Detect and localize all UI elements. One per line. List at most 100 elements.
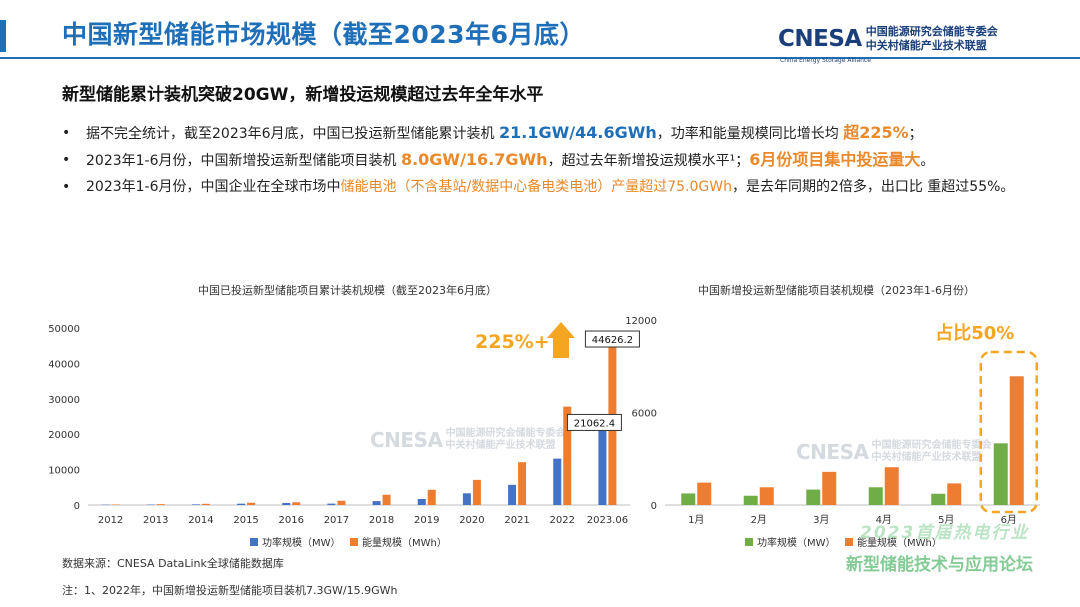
bar-energy [1009,376,1024,505]
bar-energy [822,471,837,505]
bar-energy [518,462,527,505]
x-tick-label: 2021 [504,515,529,526]
bullet-item: • 2023年1-6月份，中国企业在全球市场中储能电池（不含基站/数据中心备电类… [62,174,1052,200]
x-tick-label: 2020 [459,515,484,526]
bar-power [931,493,946,505]
bar-energy [427,489,436,505]
bar-power [237,503,246,505]
bar-power [327,503,336,505]
x-tick-label: 5月 [938,514,954,526]
bullet-text: ，超过去年新增投运规模水平¹； [547,153,750,169]
forum-watermark: 新型储能技术与应用论坛 [846,555,1033,575]
right-chart-title: 中国新增投运新型储能项目装机规模（2023年1-6月份） [698,284,975,297]
forum-watermark-top: 2023首届热电行业 [860,523,1030,543]
y-tick-label: 0 [74,501,80,512]
june-highlight-box [979,350,1038,514]
bullet-text: ，是去年同期的2倍多，出口比 重超过55%。 [731,179,1015,195]
bar-energy [563,406,572,505]
title-accent-bar [0,20,6,52]
legend-swatch [250,538,258,546]
bullet-text: 2023年1-6月份，中国企业在全球市场中 [86,179,341,195]
bar-energy [111,504,120,505]
bar-energy [201,503,210,505]
watermark-cn1: 中国能源研究会储能专委会 [445,428,566,439]
up-arrow-icon [547,322,575,358]
legend-label: 能量规模（MWh） [362,536,447,549]
bar-energy [156,504,165,505]
bar-energy [337,500,346,505]
x-tick-label: 2014 [188,515,213,526]
legend-label: 功率规模（MW） [757,536,836,549]
watermark-cn: 中国能源研究会储能专委会 中关村储能产业技术联盟 [871,440,991,464]
watermark-cn1: 中国能源研究会储能专委会 [871,440,992,451]
bar-energy [759,487,774,505]
x-tick-label: 2015 [233,515,258,526]
bullet-highlight: 储能电池（不含基站/数据中心备电类电池）产量超过75.0GWh [340,179,732,195]
watermark-cn: 中国能源研究会储能专委会 中关村储能产业技术联盟 [445,428,565,452]
y-tick-label: 0 [651,501,657,512]
logo-cn-line2: 中关村储能产业技术联盟 [865,39,987,52]
y-tick-label: 10000 [48,466,80,477]
bar-power [372,501,381,505]
x-tick-label: 2017 [324,515,349,526]
x-tick-label: 2018 [369,515,394,526]
bar-energy [472,479,481,505]
bar-energy [697,482,712,505]
bullet-highlight: 8.0GW/16.7GWh [400,150,548,169]
growth-annotation: 225%+ [475,331,550,353]
bullet-text: 。 [920,153,935,169]
x-tick-label: 2013 [143,515,168,526]
x-tick-label: 2019 [414,515,439,526]
logo-cn-line1: 中国能源研究会储能专委会 [865,25,998,38]
bullet-text: ； [908,126,923,142]
bar-energy [884,467,899,505]
bullet-dot: • [62,152,71,168]
cnesa-logo: CNESA China Energy Storage Alliance 中国能源… [778,22,998,64]
y-tick-label: 12000 [625,316,657,327]
page-title: 中国新型储能市场规模（截至2023年6月底） [62,20,585,49]
y-tick-label: 40000 [48,359,80,370]
watermark-right: CNESA 中国能源研究会储能专委会 中关村储能产业技术联盟 [796,440,991,464]
legend-swatch [745,538,753,546]
y-tick-label: 6000 [632,409,657,420]
x-tick-label: 3月 [813,514,829,526]
watermark-mark: CNESA [796,440,869,464]
data-label: 21062.4 [574,418,615,429]
bullet-text: ，功率和能量规模同比增长均 [656,126,844,142]
bar-power [282,503,291,505]
y-tick-label: 20000 [48,430,80,441]
section-subtitle: 新型储能累计装机突破20GW，新增投运规模超过去年全年水平 [62,85,544,105]
bullet-highlight: 6月份项目集中投运量大 [749,150,921,169]
bullet-highlight: 21.1GW/44.6GWh [499,123,657,142]
y-tick-label: 50000 [48,324,80,335]
left-chart-title: 中国已投运新型储能项目累计装机规模（截至2023年6月底） [198,284,497,297]
bar-energy [382,494,391,505]
bar-power [743,495,758,505]
bullet-item: • 2023年1-6月份，中国新增投运新型储能项目装机 8.0GW/16.7GW… [62,147,1052,174]
bullet-list: • 据不完全统计，截至2023年6月底，中国已投运新型储能累计装机 21.1GW… [62,120,1052,200]
legend-label: 能量规模（MWh） [857,536,942,549]
logo-subtext: China Energy Storage Alliance [780,56,871,64]
bar-power [868,487,883,505]
data-label-box [584,330,640,348]
data-source: 数据来源：CNESA DataLink全球储能数据库 [62,557,284,570]
bar-energy [247,502,256,505]
data-label: 44626.2 [592,335,633,346]
x-tick-label: 1月 [688,514,704,526]
bar-power [598,430,607,505]
watermark-cn2: 中关村储能产业技术联盟 [871,452,982,463]
x-tick-label: 4月 [876,514,892,526]
bar-power [462,493,471,505]
x-tick-label: 6月 [1001,514,1017,526]
bar-power [806,489,821,505]
legend-label: 功率规模（MW） [262,536,341,549]
bullet-text: 据不完全统计，截至2023年6月底，中国已投运新型储能累计装机 [86,126,499,142]
footnote: 注：1、2022年，中国新增投运新型储能项目装机7.3GW/15.9GWh [62,584,398,597]
bullet-highlight: 超225% [843,123,909,142]
bar-energy [947,483,962,505]
bullet-text: 2023年1-6月份，中国新增投运新型储能项目装机 [86,153,401,169]
watermark-left: CNESA 中国能源研究会储能专委会 中关村储能产业技术联盟 [370,428,565,452]
watermark-mark: CNESA [370,428,443,452]
bullet-item: • 据不完全统计，截至2023年6月底，中国已投运新型储能累计装机 21.1GW… [62,120,1052,147]
